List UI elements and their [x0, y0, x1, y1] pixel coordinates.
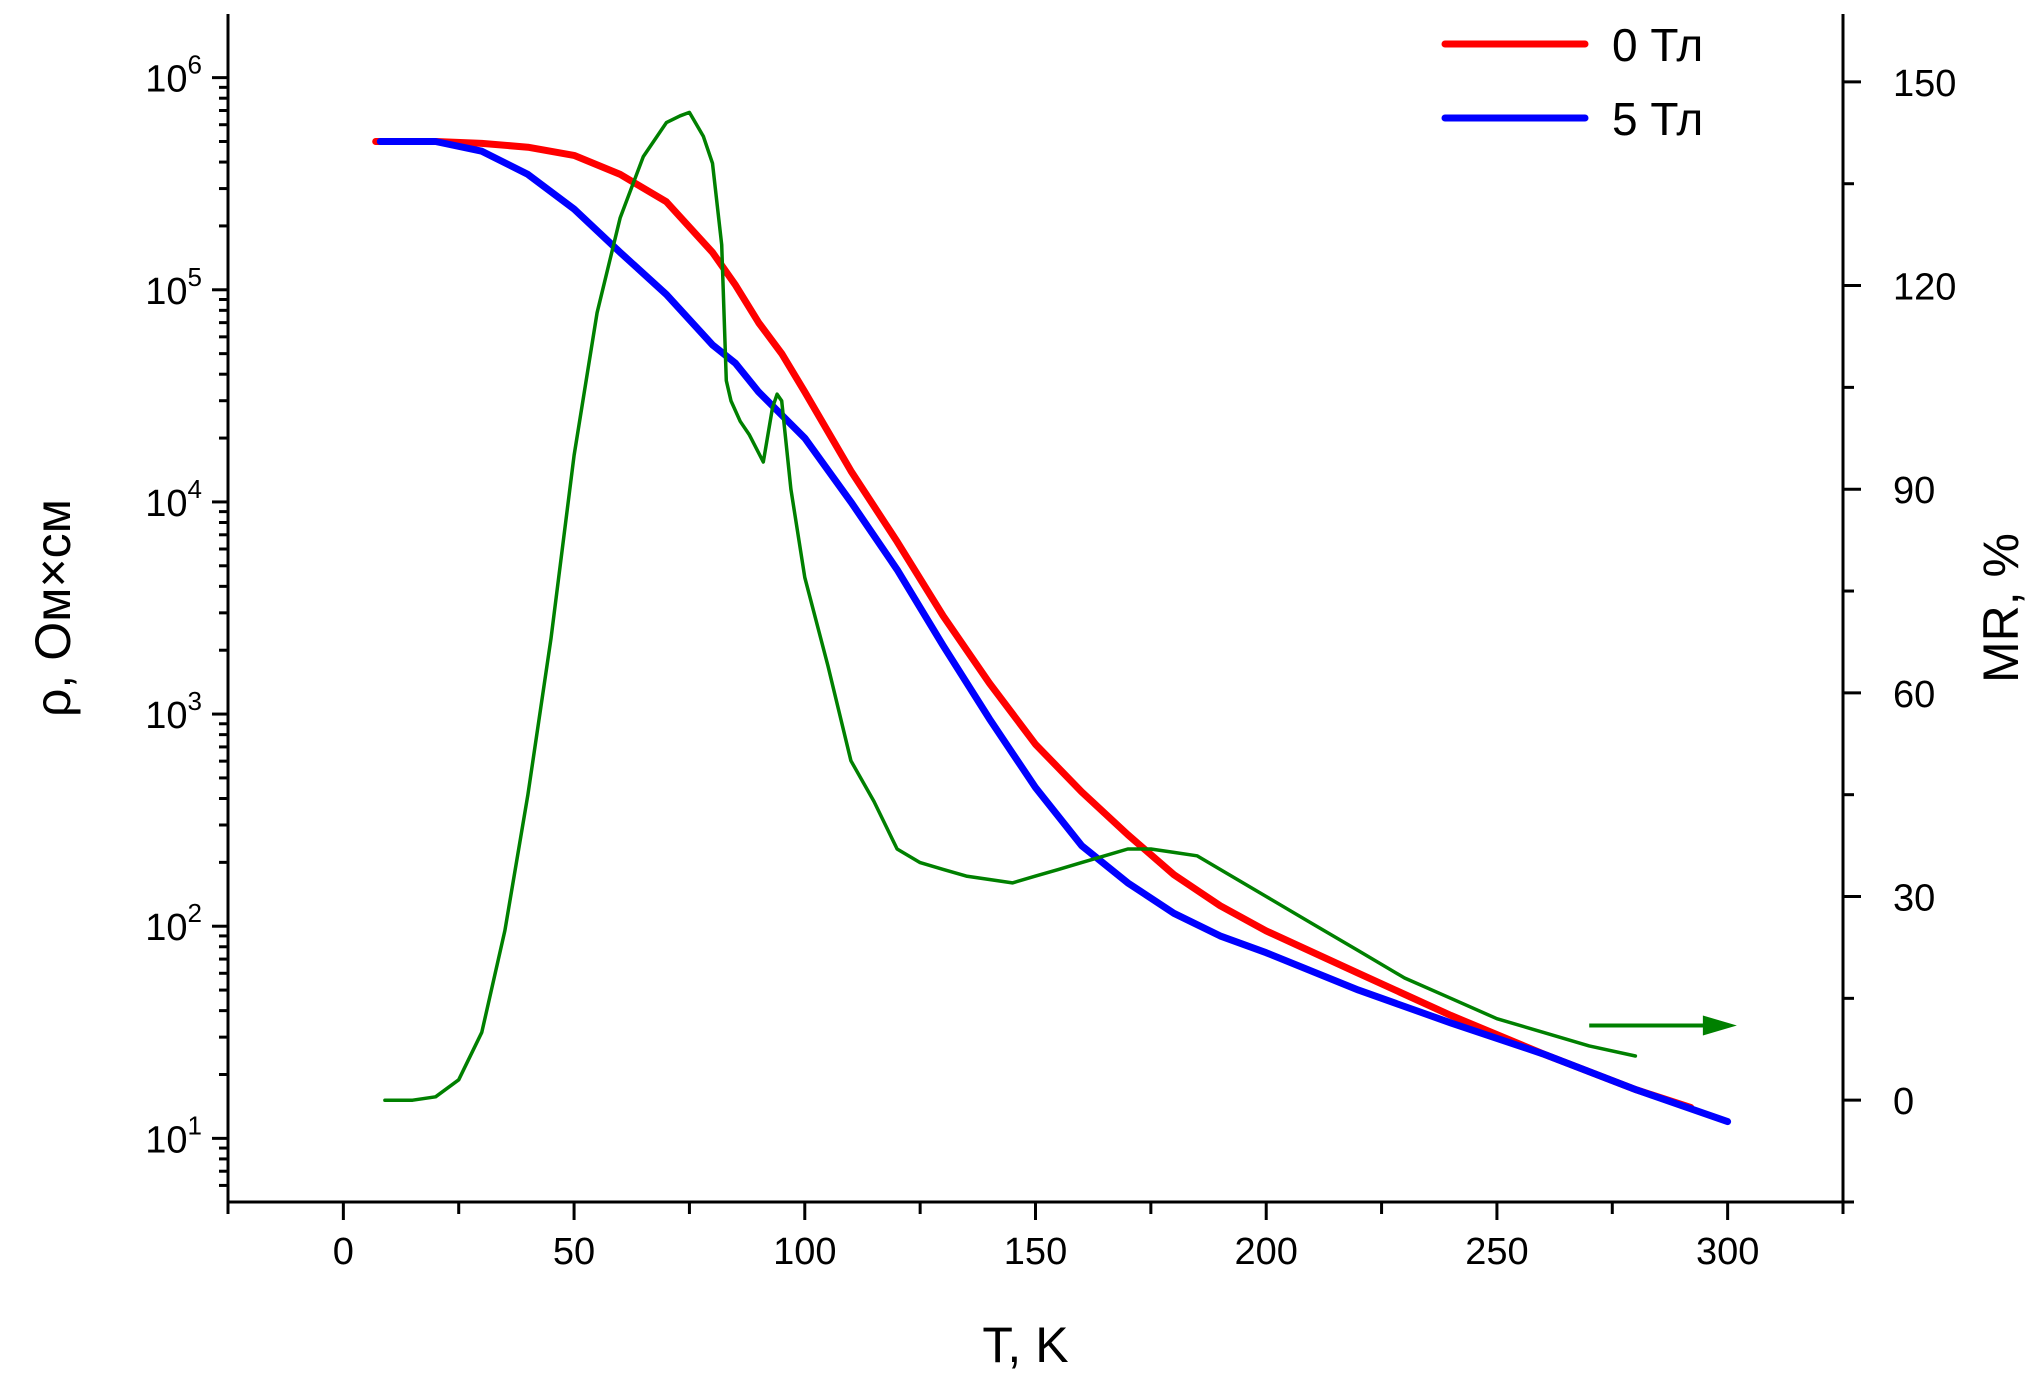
ticks-layer: [212, 76, 1861, 1220]
y-left-tick-label: 102: [145, 898, 202, 949]
y-left-tick-label: 101: [145, 1110, 202, 1161]
y-right-tick-label: 30: [1893, 878, 1935, 920]
y-right-tick-label: 60: [1893, 674, 1935, 716]
series-line-5-tesla: [376, 138, 1732, 1126]
x-tick-label: 150: [1004, 1231, 1067, 1273]
series-line-mr: [383, 110, 1638, 1102]
y-left-tick-label: 104: [145, 474, 202, 525]
y-left-tick-label: 106: [145, 50, 202, 101]
x-tick-label: 0: [333, 1231, 354, 1273]
y-left-tick-label: 103: [145, 686, 202, 737]
y-right-axis-title: MR, %: [1973, 533, 2029, 683]
series-layer: [372, 110, 1737, 1126]
x-tick-label: 300: [1696, 1231, 1759, 1273]
legend-label: 5 Тл: [1612, 93, 1703, 145]
legend: 0 Тл 5 Тл: [1441, 19, 1703, 145]
legend-label: 0 Тл: [1612, 19, 1703, 71]
x-tick-label: 100: [773, 1231, 836, 1273]
y-right-tick-label: 120: [1893, 267, 1956, 309]
y-left-tick-label: 105: [145, 262, 202, 313]
series-line-0-tesla: [372, 138, 1695, 1111]
x-tick-label: 50: [553, 1231, 595, 1273]
x-axis-title: T, K: [982, 1317, 1068, 1373]
x-tick-label: 250: [1465, 1231, 1528, 1273]
labels-layer: 0 50 100 150 200 250 300 101 102 103 104 105 106 0 30 6…: [25, 50, 2029, 1373]
y-left-axis-title: ρ, Ом×см: [25, 499, 81, 717]
arrow-annotation-head: [1702, 1015, 1737, 1036]
y-right-tick-label: 150: [1893, 63, 1956, 105]
y-right-tick-label: 0: [1893, 1081, 1914, 1123]
x-tick-label: 200: [1235, 1231, 1298, 1273]
y-right-tick-label: 90: [1893, 470, 1935, 512]
